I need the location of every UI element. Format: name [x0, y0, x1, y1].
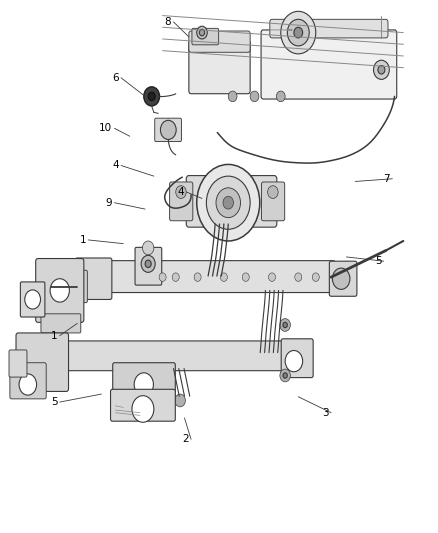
Text: 5: 5 [51, 397, 57, 407]
Circle shape [268, 273, 275, 281]
FancyBboxPatch shape [188, 31, 250, 52]
Circle shape [145, 260, 151, 268]
FancyBboxPatch shape [135, 247, 161, 285]
Text: 6: 6 [112, 73, 119, 83]
Text: 7: 7 [383, 174, 389, 184]
FancyBboxPatch shape [104, 261, 334, 293]
Text: 9: 9 [106, 198, 112, 208]
FancyBboxPatch shape [261, 30, 396, 99]
Circle shape [283, 373, 287, 378]
Circle shape [134, 373, 153, 396]
FancyBboxPatch shape [169, 182, 192, 221]
Text: 3: 3 [321, 408, 328, 418]
Circle shape [175, 185, 186, 198]
FancyBboxPatch shape [10, 363, 46, 399]
Text: 1: 1 [51, 330, 57, 341]
Circle shape [279, 319, 290, 332]
Circle shape [223, 196, 233, 209]
Text: 4: 4 [177, 187, 184, 197]
Circle shape [144, 87, 159, 106]
FancyBboxPatch shape [154, 118, 181, 142]
Circle shape [172, 273, 179, 281]
Circle shape [287, 19, 308, 46]
FancyBboxPatch shape [328, 261, 356, 296]
FancyBboxPatch shape [186, 175, 276, 227]
Circle shape [220, 273, 227, 281]
Circle shape [215, 188, 240, 217]
Text: 5: 5 [374, 256, 381, 266]
Circle shape [25, 290, 40, 309]
Circle shape [280, 11, 315, 54]
Circle shape [294, 273, 301, 281]
Circle shape [141, 255, 155, 272]
FancyBboxPatch shape [269, 19, 387, 38]
Circle shape [159, 273, 166, 281]
Circle shape [293, 27, 302, 38]
Text: 10: 10 [99, 123, 112, 133]
FancyBboxPatch shape [113, 363, 175, 399]
Circle shape [142, 241, 153, 255]
Circle shape [279, 369, 290, 382]
Circle shape [160, 120, 176, 140]
Circle shape [373, 60, 389, 79]
Text: 2: 2 [182, 434, 188, 445]
FancyBboxPatch shape [20, 282, 45, 317]
Text: 4: 4 [112, 160, 119, 171]
FancyBboxPatch shape [9, 350, 27, 377]
FancyBboxPatch shape [110, 389, 175, 421]
Circle shape [283, 322, 287, 328]
Circle shape [285, 351, 302, 372]
Circle shape [228, 91, 237, 102]
Circle shape [311, 273, 318, 281]
Circle shape [206, 176, 250, 229]
FancyBboxPatch shape [191, 28, 218, 45]
FancyBboxPatch shape [16, 333, 68, 391]
Text: 1: 1 [79, 235, 86, 245]
Circle shape [132, 395, 153, 422]
Text: 8: 8 [164, 17, 171, 27]
Circle shape [196, 26, 207, 39]
FancyBboxPatch shape [188, 41, 250, 94]
Circle shape [332, 268, 349, 289]
Circle shape [174, 394, 185, 407]
FancyBboxPatch shape [35, 259, 84, 322]
FancyBboxPatch shape [261, 182, 284, 221]
Circle shape [50, 279, 69, 302]
FancyBboxPatch shape [75, 258, 112, 300]
FancyBboxPatch shape [41, 314, 81, 333]
Circle shape [250, 91, 258, 102]
FancyBboxPatch shape [67, 270, 87, 303]
Circle shape [242, 273, 249, 281]
Circle shape [196, 165, 259, 241]
FancyBboxPatch shape [36, 341, 293, 370]
Circle shape [19, 374, 36, 395]
Circle shape [199, 29, 204, 36]
Circle shape [267, 185, 278, 198]
Circle shape [377, 66, 384, 74]
Circle shape [194, 273, 201, 281]
Circle shape [148, 92, 155, 101]
FancyBboxPatch shape [281, 339, 312, 377]
Circle shape [276, 91, 285, 102]
